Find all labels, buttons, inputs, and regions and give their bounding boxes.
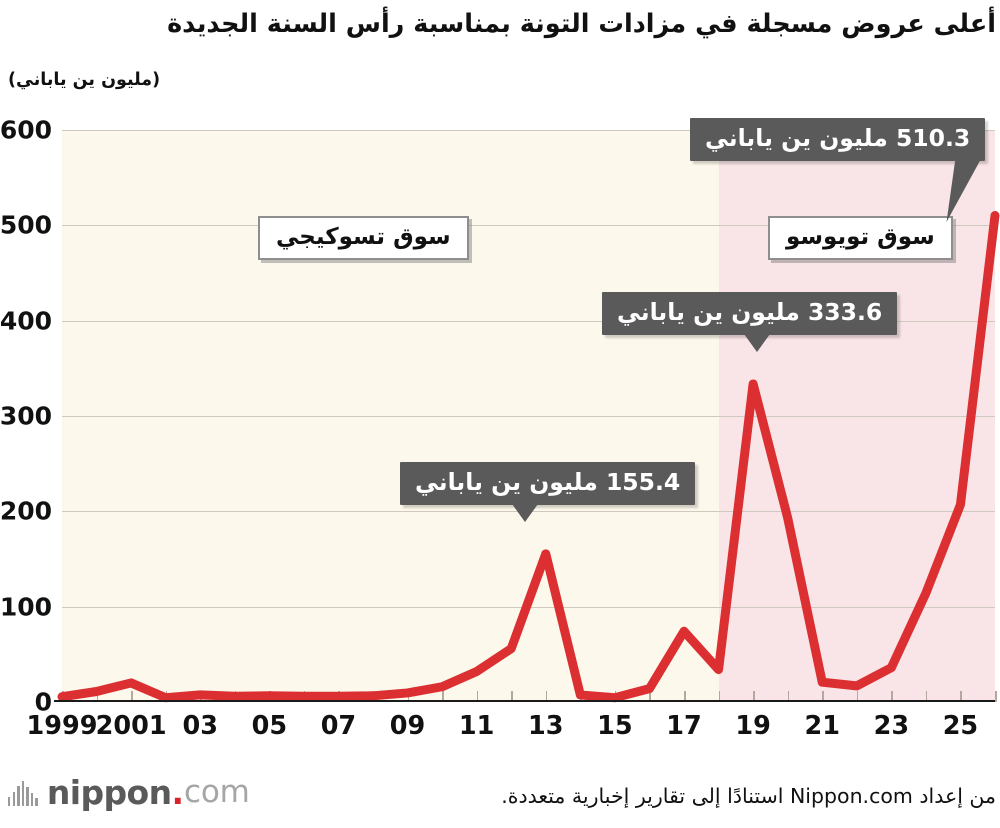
gridline	[62, 225, 995, 227]
x-axis-tick	[476, 691, 479, 702]
y-axis-tick-label: 0	[34, 687, 52, 717]
x-axis-tick	[131, 691, 133, 702]
y-axis-tick-label: 400	[0, 306, 52, 336]
callout-peak-2026-text: 510.3 مليون ين ياباني	[705, 124, 971, 152]
series-polyline	[57, 211, 1000, 703]
x-axis-tick	[891, 691, 893, 702]
y-axis-tick-label: 200	[0, 496, 52, 526]
callout-peak-2026: 510.3 مليون ين ياباني	[690, 118, 986, 223]
gridline	[62, 130, 995, 131]
title-bar: أعلى عروض مسجلة في مزادات التونة بمناسبة…	[0, 0, 1000, 48]
callout-pointer-icon	[512, 504, 538, 523]
x-axis-tick-label: 09	[389, 711, 426, 741]
x-axis-tick-label: 15	[597, 711, 633, 741]
x-axis-tick	[925, 691, 928, 702]
x-axis-tick-label: 05	[251, 711, 288, 741]
x-axis-line	[54, 699, 995, 702]
callout-pointer-icon	[744, 334, 770, 353]
x-axis-tick-label: 07	[320, 711, 357, 741]
x-axis-tick	[442, 691, 444, 702]
callout-peak-2019: 333.6 مليون ين ياباني	[602, 292, 898, 353]
y-axis-tick-label: 100	[0, 592, 52, 622]
gridline	[62, 416, 995, 417]
source-note: من إعداد Nippon.com استنادًا إلى تقارير …	[501, 784, 996, 808]
callout-peak-2013-text: 155.4 مليون ين ياباني	[415, 468, 681, 496]
x-axis-tick	[511, 691, 513, 702]
x-axis-tick-label: 1999	[26, 711, 98, 741]
y-axis-tick-label: 600	[0, 115, 52, 145]
x-axis-tick-label: 11	[458, 711, 495, 741]
x-axis-tick-label: 2001	[95, 711, 167, 741]
x-axis-tick	[684, 691, 686, 702]
x-axis-tick-label: 25	[942, 711, 979, 741]
x-axis-tick-label: 03	[182, 711, 218, 741]
x-axis-tick	[856, 691, 859, 702]
region-label-toyosu: سوق تويوسو	[768, 216, 953, 261]
x-axis-tick-label: 19	[735, 711, 771, 741]
x-axis-tick-label: 17	[666, 711, 702, 741]
x-axis-tick-label: 13	[528, 711, 564, 741]
logo-bars-icon	[8, 780, 38, 806]
x-axis-tick	[649, 691, 652, 702]
y-axis-tick-label: 500	[0, 210, 52, 240]
y-axis-tick-label: 300	[0, 401, 52, 431]
nippon-logo[interactable]: nippon . com	[8, 776, 250, 809]
x-axis-tick	[960, 691, 963, 702]
footer: nippon . com من إعداد Nippon.com استنادً…	[0, 770, 1000, 828]
x-axis-tick	[753, 691, 755, 702]
line-series	[57, 211, 1000, 703]
x-axis-tick-label: 21	[804, 711, 840, 741]
x-axis-tick	[995, 691, 997, 702]
x-axis-tick	[718, 691, 721, 702]
logo-wordmark: nippon	[46, 773, 172, 812]
gridline	[62, 320, 995, 322]
x-axis-tick-label: 23	[873, 711, 910, 741]
chart-area: 0 100 200 300 400 500 600 1999 2001 03 05 07 09 11 13…	[0, 110, 1000, 750]
x-axis-tick	[96, 691, 99, 702]
callout-peak-2013: 155.4 مليون ين ياباني	[400, 462, 696, 523]
x-axis-tick	[787, 691, 790, 702]
callout-peak-2019-text: 333.6 مليون ين ياباني	[617, 298, 883, 326]
region-label-tsukiji: سوق تسوكيجي	[258, 216, 469, 261]
y-axis-unit-label: (مليون ين ياباني)	[8, 70, 161, 90]
logo-dot: .	[171, 773, 185, 812]
page-title: أعلى عروض مسجلة في مزادات التونة بمناسبة…	[167, 8, 996, 39]
x-axis-tick	[822, 691, 824, 702]
x-axis-tick	[545, 691, 548, 702]
logo-tld: com	[184, 774, 250, 810]
